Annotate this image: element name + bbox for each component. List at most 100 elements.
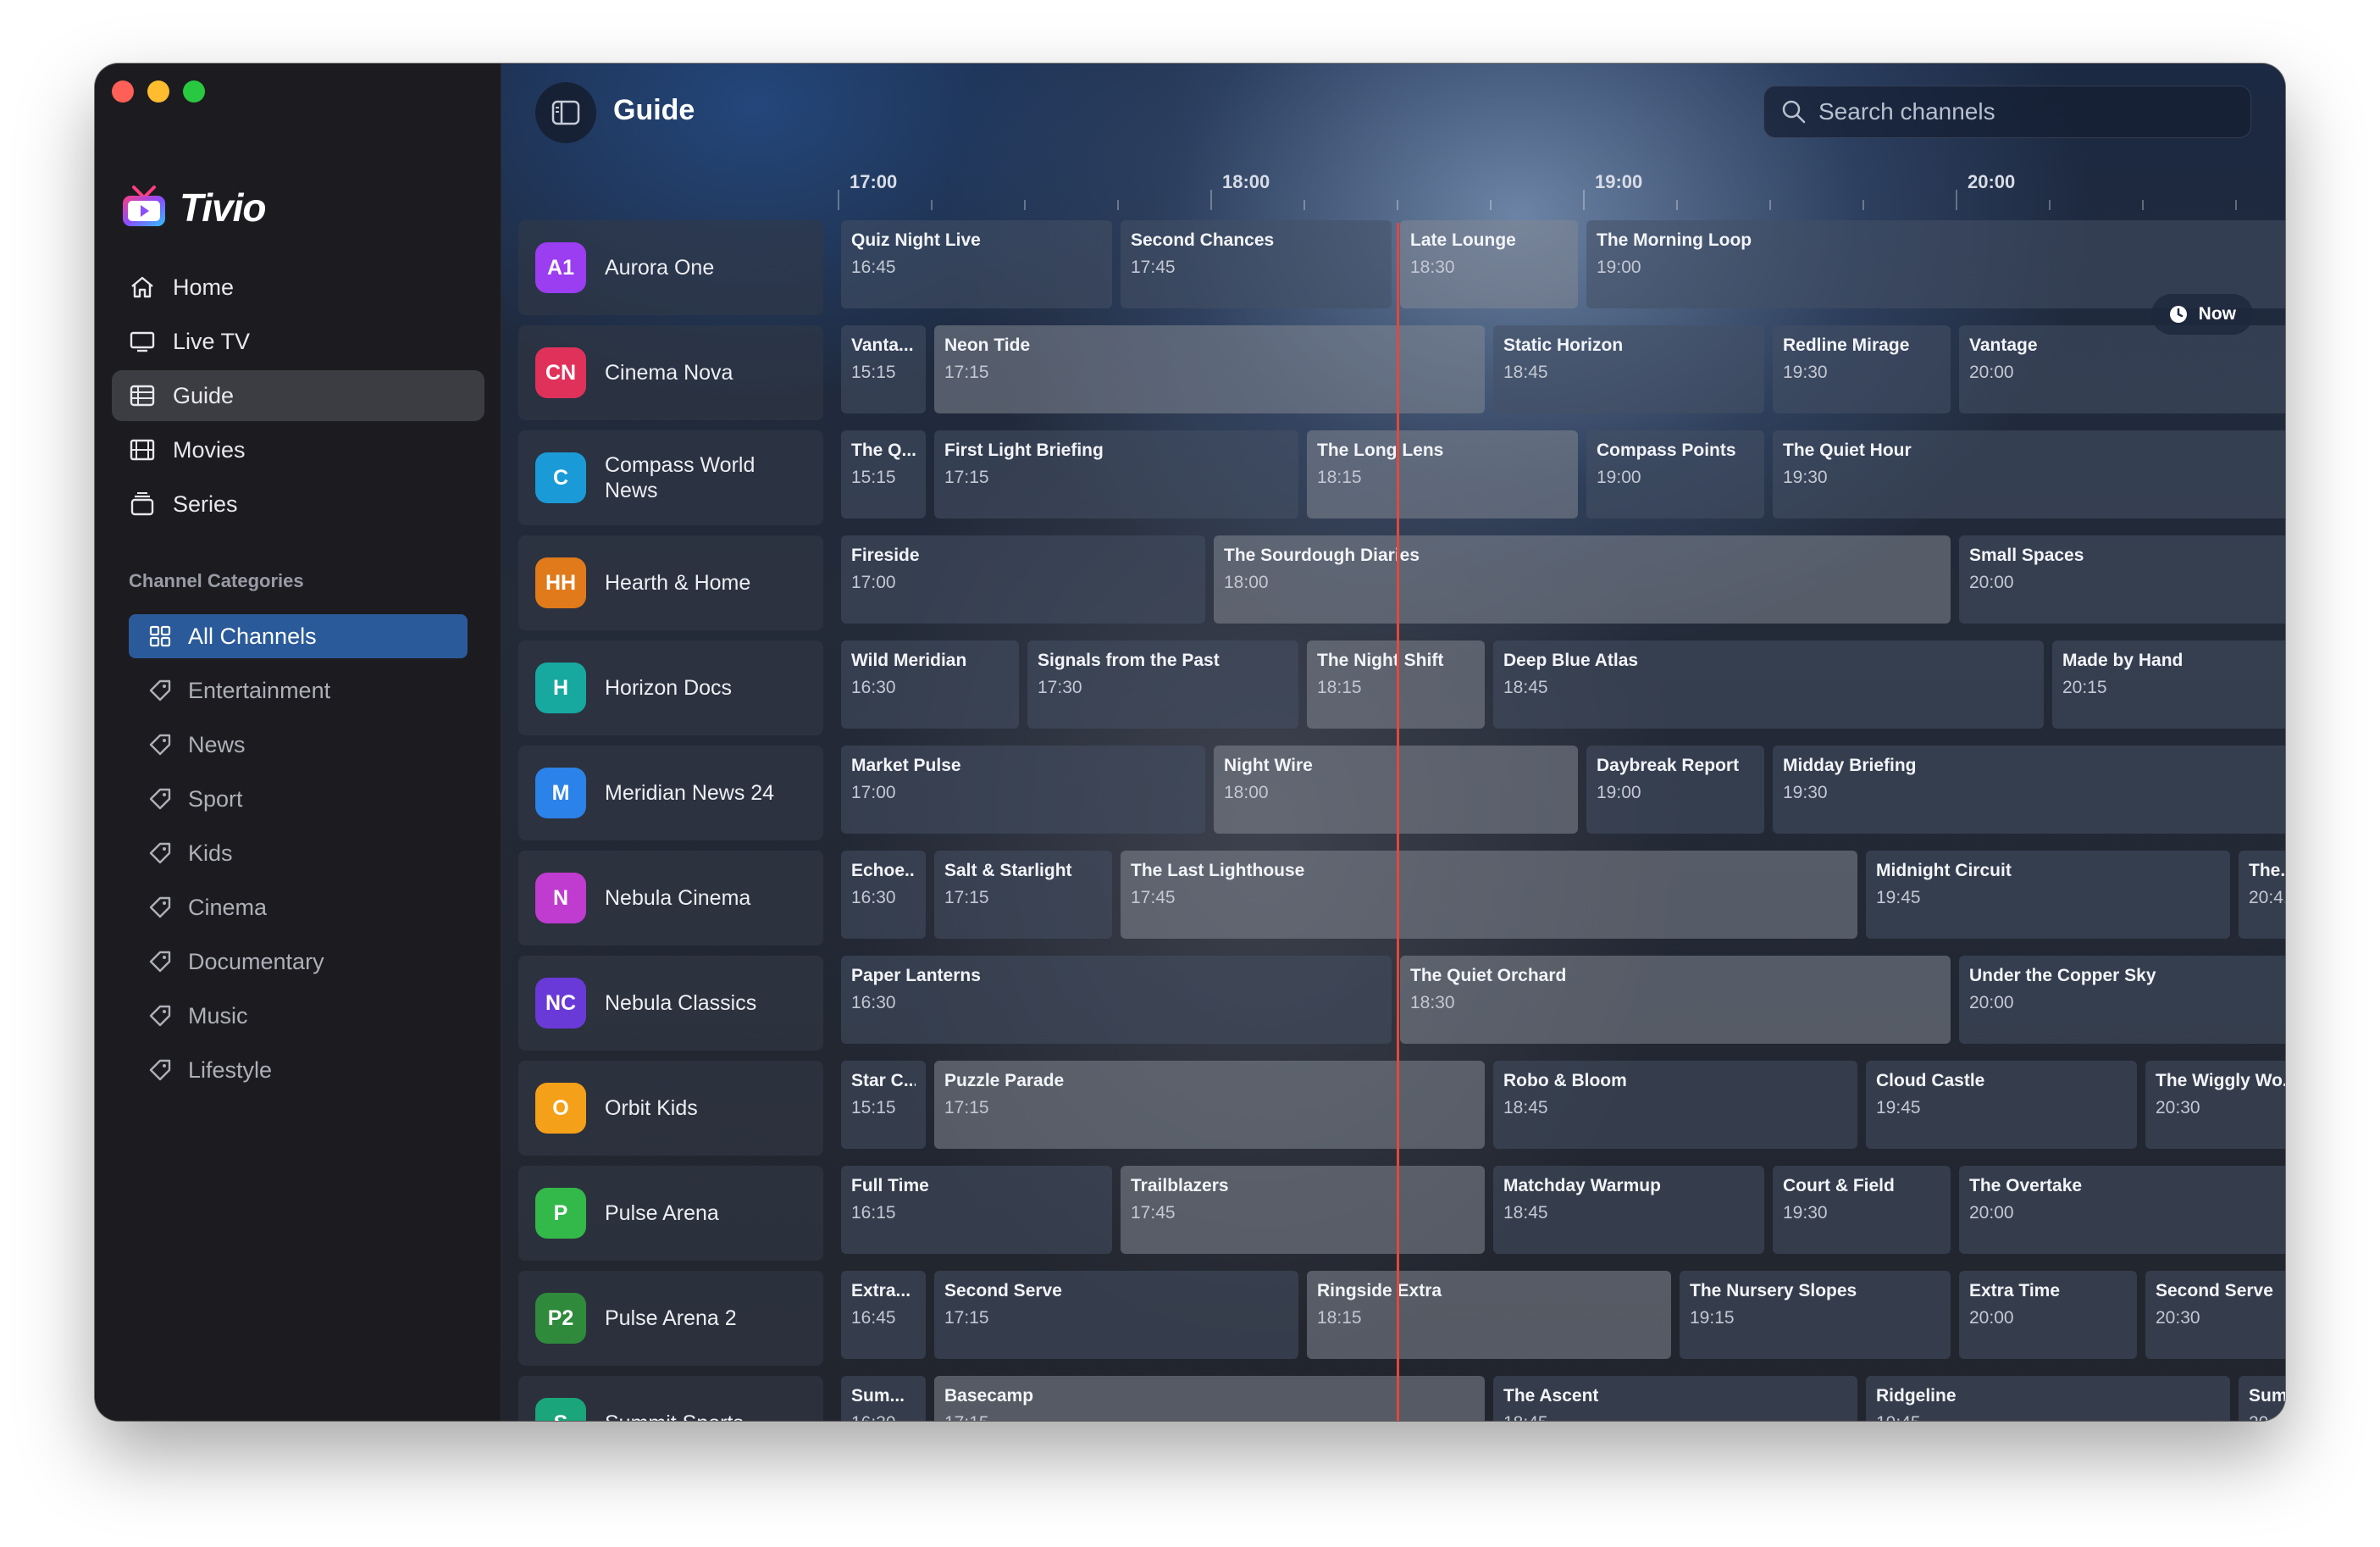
program-cell[interactable]: The Night Shift 18:15 xyxy=(1307,640,1485,729)
minimize-window-button[interactable] xyxy=(147,80,169,103)
channel-logo: M xyxy=(535,768,586,818)
channel-name: Meridian News 24 xyxy=(605,781,775,805)
program-cell[interactable]: The Long Lens 18:15 xyxy=(1307,430,1578,518)
program-cell[interactable]: The Nursery Slopes 19:15 xyxy=(1680,1271,1951,1359)
program-cell[interactable]: Quiz Night Live 16:45 xyxy=(841,220,1112,308)
program-cell[interactable]: The Quiet Hour 19:30 xyxy=(1773,430,2285,518)
program-cell[interactable]: The Wiggly Wo... 20:30 xyxy=(2145,1061,2285,1149)
channel-cell[interactable]: CN Cinema Nova xyxy=(518,325,823,420)
program-cell[interactable]: Fireside 17:00 xyxy=(841,535,1205,624)
program-cell[interactable]: Compass Points 19:00 xyxy=(1586,430,1764,518)
category-music[interactable]: Music xyxy=(129,994,468,1038)
program-cell[interactable]: Late Lounge 18:30 xyxy=(1400,220,1578,308)
program-title: Static Horizon xyxy=(1503,335,1624,355)
program-cell[interactable]: The Q... 15:15 xyxy=(841,430,926,518)
program-cell[interactable]: Vantage 20:00 xyxy=(1959,325,2285,413)
nav-item-guide[interactable]: Guide xyxy=(112,370,484,421)
nav-item-movies[interactable]: Movies xyxy=(112,424,484,475)
program-cell[interactable]: The Overtake 20:00 xyxy=(1959,1166,2285,1254)
time-tick xyxy=(1397,200,1398,210)
program-cell[interactable]: Redline Mirage 19:30 xyxy=(1773,325,1951,413)
channel-cell[interactable]: P2 Pulse Arena 2 xyxy=(518,1271,823,1366)
channel-cell[interactable]: C Compass World News xyxy=(518,430,823,525)
program-cell[interactable]: Puzzle Parade 17:15 xyxy=(934,1061,1485,1149)
sidebar-toggle-button[interactable] xyxy=(535,82,596,143)
program-cell[interactable]: Sum... 16:30 xyxy=(841,1376,926,1421)
program-cell[interactable]: The Morning Loop 19:00 xyxy=(1586,220,2285,308)
program-cell[interactable]: Star C... 15:15 xyxy=(841,1061,926,1149)
nav-item-live-tv[interactable]: Live TV xyxy=(112,316,484,367)
category-lifestyle[interactable]: Lifestyle xyxy=(129,1048,468,1092)
tag-icon xyxy=(149,788,171,810)
channel-cell[interactable]: H Horizon Docs xyxy=(518,640,823,735)
program-cell[interactable]: Echoe... 16:30 xyxy=(841,851,926,939)
program-cell[interactable]: Trailblazers 17:45 xyxy=(1121,1166,1485,1254)
program-cell[interactable]: Cloud Castle 19:45 xyxy=(1866,1061,2137,1149)
program-cell[interactable]: Deep Blue Atlas 18:45 xyxy=(1493,640,2044,729)
program-cell[interactable]: Second Chances 17:45 xyxy=(1121,220,1392,308)
program-cell[interactable]: Under the Copper Sky 20:00 xyxy=(1959,956,2285,1044)
program-cell[interactable]: Extra... 16:45 xyxy=(841,1271,926,1359)
program-cell[interactable]: Signals from the Past 17:30 xyxy=(1027,640,1298,729)
program-cell[interactable]: Daybreak Report 19:00 xyxy=(1586,746,1764,834)
channel-logo: O xyxy=(535,1083,586,1134)
search-input[interactable] xyxy=(1818,98,2225,125)
category-all-channels[interactable]: All Channels xyxy=(129,614,468,658)
program-title: Vantage xyxy=(1969,335,2038,355)
program-cell[interactable]: Full Time 16:15 xyxy=(841,1166,1112,1254)
program-cell[interactable]: Wild Meridian 16:30 xyxy=(841,640,1019,729)
program-start-time: 20:15 xyxy=(2062,678,2107,697)
program-cell[interactable]: Ringside Extra 18:15 xyxy=(1307,1271,1671,1359)
program-cell[interactable]: Sum... 20:45 xyxy=(2239,1376,2285,1421)
channel-cell[interactable]: S Summit Sports xyxy=(518,1376,823,1421)
program-cell[interactable]: Matchday Warmup 18:45 xyxy=(1493,1166,1764,1254)
program-cell[interactable]: Night Wire 18:00 xyxy=(1214,746,1578,834)
channel-cell[interactable]: P Pulse Arena xyxy=(518,1166,823,1261)
program-cell[interactable]: Court & Field 19:30 xyxy=(1773,1166,1951,1254)
nav-item-label: Guide xyxy=(173,382,235,408)
program-cell[interactable]: Static Horizon 18:45 xyxy=(1493,325,1764,413)
program-cell[interactable]: Salt & Starlight 17:15 xyxy=(934,851,1112,939)
jump-to-now-button[interactable]: Now xyxy=(2150,294,2253,335)
category-kids[interactable]: Kids xyxy=(129,831,468,875)
program-cell[interactable]: Midday Briefing 19:30 xyxy=(1773,746,2285,834)
program-cell[interactable]: Neon Tide 17:15 xyxy=(934,325,1485,413)
zoom-window-button[interactable] xyxy=(183,80,205,103)
program-cell[interactable]: Extra Time 20:00 xyxy=(1959,1271,2137,1359)
program-cell[interactable]: First Light Briefing 17:15 xyxy=(934,430,1298,518)
category-sport[interactable]: Sport xyxy=(129,777,468,821)
category-cinema[interactable]: Cinema xyxy=(129,885,468,929)
channel-cell[interactable]: N Nebula Cinema xyxy=(518,851,823,945)
program-cell[interactable]: Basecamp 17:15 xyxy=(934,1376,1485,1421)
category-entertainment[interactable]: Entertainment xyxy=(129,668,468,713)
category-news[interactable]: News xyxy=(129,723,468,767)
channel-cell[interactable]: HH Hearth & Home xyxy=(518,535,823,630)
search-icon xyxy=(1782,100,1806,124)
nav-item-series[interactable]: Series xyxy=(112,479,484,530)
channel-cell[interactable]: M Meridian News 24 xyxy=(518,746,823,840)
program-cell[interactable]: Paper Lanterns 16:30 xyxy=(841,956,1392,1044)
channel-cell[interactable]: NC Nebula Classics xyxy=(518,956,823,1051)
program-cell[interactable]: Ridgeline 19:45 xyxy=(1866,1376,2230,1421)
program-start-time: 16:30 xyxy=(851,993,896,1012)
nav-item-home[interactable]: Home xyxy=(112,262,484,313)
program-cell[interactable]: Robo & Bloom 18:45 xyxy=(1493,1061,1857,1149)
program-cell[interactable]: Small Spaces 20:00 xyxy=(1959,535,2285,624)
program-cell[interactable]: The Ascent 18:45 xyxy=(1493,1376,1857,1421)
category-documentary[interactable]: Documentary xyxy=(129,940,468,984)
program-cell[interactable]: The Quiet Orchard 18:30 xyxy=(1400,956,1951,1044)
program-title: Neon Tide xyxy=(944,335,1031,355)
program-cell[interactable]: Made by Hand 20:15 xyxy=(2052,640,2285,729)
program-cell[interactable]: The Last Lighthouse 17:45 xyxy=(1121,851,1857,939)
program-cell[interactable]: The... 20:4... xyxy=(2239,851,2285,939)
program-cell[interactable]: Midnight Circuit 19:45 xyxy=(1866,851,2230,939)
program-cell[interactable]: The Sourdough Diaries 18:00 xyxy=(1214,535,1951,624)
search-box[interactable] xyxy=(1763,86,2251,138)
program-cell[interactable]: Market Pulse 17:00 xyxy=(841,746,1205,834)
program-cell[interactable]: Second Serve 20:30 xyxy=(2145,1271,2285,1359)
program-cell[interactable]: Second Serve 17:15 xyxy=(934,1271,1298,1359)
channel-cell[interactable]: O Orbit Kids xyxy=(518,1061,823,1156)
program-cell[interactable]: Vanta... 15:15 xyxy=(841,325,926,413)
channel-cell[interactable]: A1 Aurora One xyxy=(518,220,823,315)
close-window-button[interactable] xyxy=(112,80,134,103)
